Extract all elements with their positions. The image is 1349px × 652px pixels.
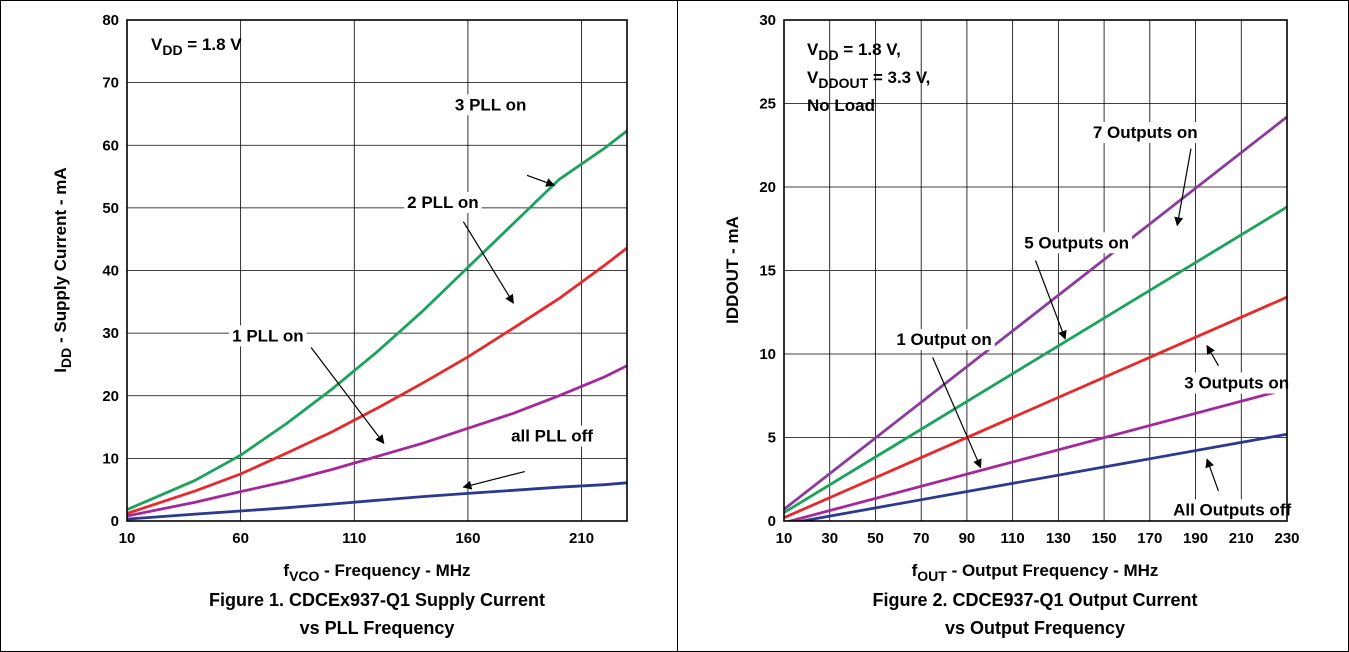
chart-2-axis-labels: fOUT - Output Frequency - MHz IDDOUT - mA — [723, 216, 1158, 584]
chart-1-annotation-label: 3 PLL on — [455, 95, 526, 114]
chart-2-caption-line: vs Output Frequency — [945, 618, 1125, 638]
chart-2-x-tick-label: 30 — [821, 530, 838, 547]
chart-2-condition-text: No Load — [807, 96, 875, 115]
chart-2-plot-frame — [783, 19, 1288, 522]
chart-1-x-tick-label: 10 — [119, 530, 136, 547]
chart-2-y-tick-label: 20 — [759, 179, 776, 196]
chart-2-annotation-label: 7 Outputs on — [1093, 123, 1198, 142]
chart-2-x-tick-label: 130 — [1046, 530, 1071, 547]
chart-1-y-tick-label: 0 — [111, 513, 119, 530]
chart-2-y-tick-label: 10 — [759, 346, 776, 363]
chart-1-y-tick-label: 70 — [102, 75, 119, 92]
chart-1-x-tick-label: 160 — [455, 530, 480, 547]
chart-1-caption-line: vs PLL Frequency — [300, 618, 455, 638]
chart-1-series-line-3 — [127, 364, 627, 518]
chart-1-annotation-arrow — [310, 347, 385, 445]
chart-2-y-tick-label: 15 — [759, 263, 776, 280]
chart-2-y-tick-label: 25 — [759, 96, 776, 113]
chart-2-x-tick-label: 50 — [867, 530, 884, 547]
chart-1-series — [127, 129, 627, 521]
chart-2-x-tick-label: 70 — [913, 530, 930, 547]
chart-2-y-tick-label: 30 — [759, 12, 776, 29]
chart-1-y-tick-label: 40 — [102, 263, 119, 280]
chart-2-y-tick-label: 0 — [768, 513, 776, 530]
chart-2-series-line-4 — [784, 387, 1287, 521]
chart-2-x-axis-label: fOUT - Output Frequency - MHz — [912, 561, 1159, 584]
chart-2-y-axis-label: IDDOUT - mA — [723, 216, 742, 324]
chart-1-annotation-arrow — [462, 221, 514, 304]
chart-2-axes — [783, 19, 1288, 522]
chart-1-series-line-1 — [127, 129, 627, 511]
chart-1-y-tick-label: 50 — [102, 200, 119, 217]
chart-2-annotation-label: All Outputs off — [1173, 500, 1291, 519]
chart-2-annotation-label: 5 Outputs on — [1024, 233, 1129, 252]
chart-1-grid — [126, 19, 627, 522]
chart-2-series-line-2 — [784, 205, 1287, 514]
chart-2-conditions: VDD = 1.8 V, VDDOUT = 3.3 V, No Load — [807, 40, 930, 115]
chart-2-annotation-label: 1 Output on — [896, 330, 991, 349]
chart-2-annotation-arrow — [1205, 458, 1219, 492]
chart-1-condition-text: VDD = 1.8 V — [151, 35, 242, 58]
chart-1-annotations: 3 PLL on 2 PLL on 1 PLL on all PLL off — [229, 94, 597, 490]
chart-2-series-line-1 — [784, 115, 1287, 511]
chart-2-x-tick-label: 230 — [1274, 530, 1299, 547]
chart-1-axes — [126, 19, 628, 522]
chart-2-annotation-arrow — [1206, 344, 1219, 366]
chart-supply-current: 3 PLL on 2 PLL on 1 PLL on all PLL off 10 60… — [51, 12, 628, 638]
chart-1-y-tick-label: 60 — [102, 137, 119, 154]
chart-1-y-tick-label: 10 — [102, 450, 119, 467]
chart-2-annotation-arrow — [1174, 148, 1192, 227]
chart-1-series-line-4 — [127, 481, 627, 521]
chart-2-tick-labels: 10 30 50 70 90 110 130 150 170 190 210 230 0 5 10 15 20 2… — [759, 12, 1299, 547]
chart-1-conditions: VDD = 1.8 V — [151, 35, 242, 58]
chart-1-x-axis-label: fVCO - Frequency - MHz — [283, 561, 470, 584]
chart-1-annotation-arrow — [462, 470, 525, 490]
chart-1-axis-labels: fVCO - Frequency - MHz IDD - Supply Curre… — [51, 167, 471, 584]
chart-2-series — [784, 115, 1287, 521]
chart-2-x-tick-label: 190 — [1183, 530, 1208, 547]
chart-2-series-line-5 — [794, 432, 1287, 521]
chart-1-annotation-label: 1 PLL on — [232, 326, 303, 345]
chart-2-condition-text: VDD = 1.8 V, — [807, 40, 901, 63]
chart-1-y-tick-label: 30 — [102, 325, 119, 342]
chart-1-y-axis-label: IDD - Supply Current - mA — [51, 167, 74, 372]
chart-1-plot-frame — [126, 19, 628, 522]
chart-1-annotation-label: 2 PLL on — [407, 193, 478, 212]
chart-2-annotations: 7 Outputs on 5 Outputs on 1 Output on 3 Out… — [893, 122, 1295, 521]
chart-1-annotation-label: all PLL off — [511, 427, 593, 446]
chart-1-x-tick-label: 110 — [342, 530, 366, 547]
chart-1-y-tick-label: 20 — [102, 388, 119, 405]
chart-2-x-tick-label: 170 — [1137, 530, 1162, 547]
chart-2-annotation-arrow — [1034, 260, 1067, 340]
chart-2-y-tick-label: 5 — [768, 430, 776, 447]
chart-2-x-tick-label: 210 — [1229, 530, 1254, 547]
chart-1-annotation-arrow — [526, 174, 556, 187]
chart-1-caption: Figure 1. CDCEx937-Q1 Supply Current vs P… — [209, 590, 545, 638]
chart-2-x-tick-label: 90 — [959, 530, 976, 547]
chart-1-y-tick-label: 80 — [102, 12, 119, 29]
chart-2-annotation-label: 3 Outputs on — [1184, 374, 1289, 393]
chart-2-annotation-arrow — [932, 357, 982, 469]
chart-2-x-tick-label: 110 — [1001, 530, 1025, 547]
chart-1-x-tick-label: 210 — [569, 530, 594, 547]
chart-1-x-tick-label: 60 — [232, 530, 249, 547]
chart-2-x-tick-label: 10 — [776, 530, 793, 547]
chart-2-caption-line: Figure 2. CDCE937-Q1 Output Current — [872, 590, 1197, 610]
chart-1-caption-line: Figure 1. CDCEx937-Q1 Supply Current — [209, 590, 545, 610]
chart-2-series-line-3 — [784, 295, 1287, 519]
chart-2-caption: Figure 2. CDCE937-Q1 Output Current vs Ou… — [872, 590, 1197, 638]
chart-2-condition-text: VDDOUT = 3.3 V, — [807, 68, 930, 91]
chart-output-current: 7 Outputs on 5 Outputs on 1 Output on 3 Out… — [723, 12, 1300, 638]
chart-1-series-line-2 — [127, 246, 627, 515]
chart-2-x-tick-label: 150 — [1092, 530, 1117, 547]
